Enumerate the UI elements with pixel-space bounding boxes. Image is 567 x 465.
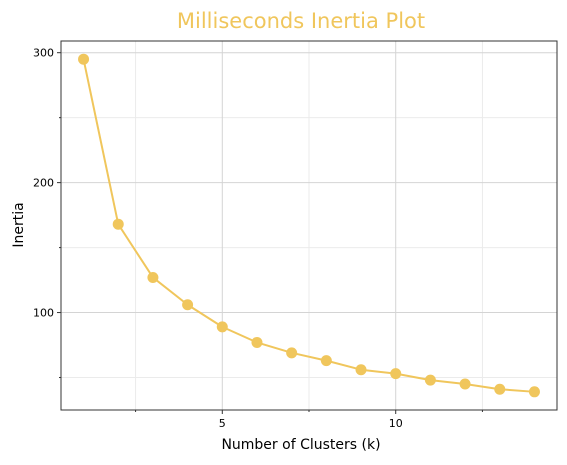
series-line <box>82 58 535 393</box>
y-tick-label: 100 <box>33 307 54 320</box>
y-axis-label: Inertia <box>11 202 27 247</box>
series-line-layer <box>82 58 535 393</box>
data-point <box>494 383 506 395</box>
y-tick-label: 300 <box>33 47 54 60</box>
data-point <box>424 374 436 386</box>
x-tick-label: 5 <box>219 417 226 430</box>
data-point <box>390 368 402 380</box>
data-point <box>78 53 90 65</box>
data-point <box>182 299 194 311</box>
data-points <box>78 53 540 398</box>
grid-lines <box>61 41 557 410</box>
data-point <box>147 271 159 283</box>
data-point <box>112 218 124 230</box>
y-tick-label: 200 <box>33 177 54 190</box>
x-tick-label: 10 <box>389 417 403 430</box>
data-point <box>355 364 367 376</box>
data-point <box>251 336 263 348</box>
data-point <box>286 347 298 359</box>
chart-title: Milliseconds Inertia Plot <box>177 9 425 33</box>
data-point <box>216 321 228 333</box>
data-point <box>459 378 471 390</box>
data-point <box>320 355 332 367</box>
x-axis-label: Number of Clusters (k) <box>221 437 380 453</box>
data-point <box>528 386 540 398</box>
axis-ticks: 5 10 100 200 300 <box>33 47 483 430</box>
